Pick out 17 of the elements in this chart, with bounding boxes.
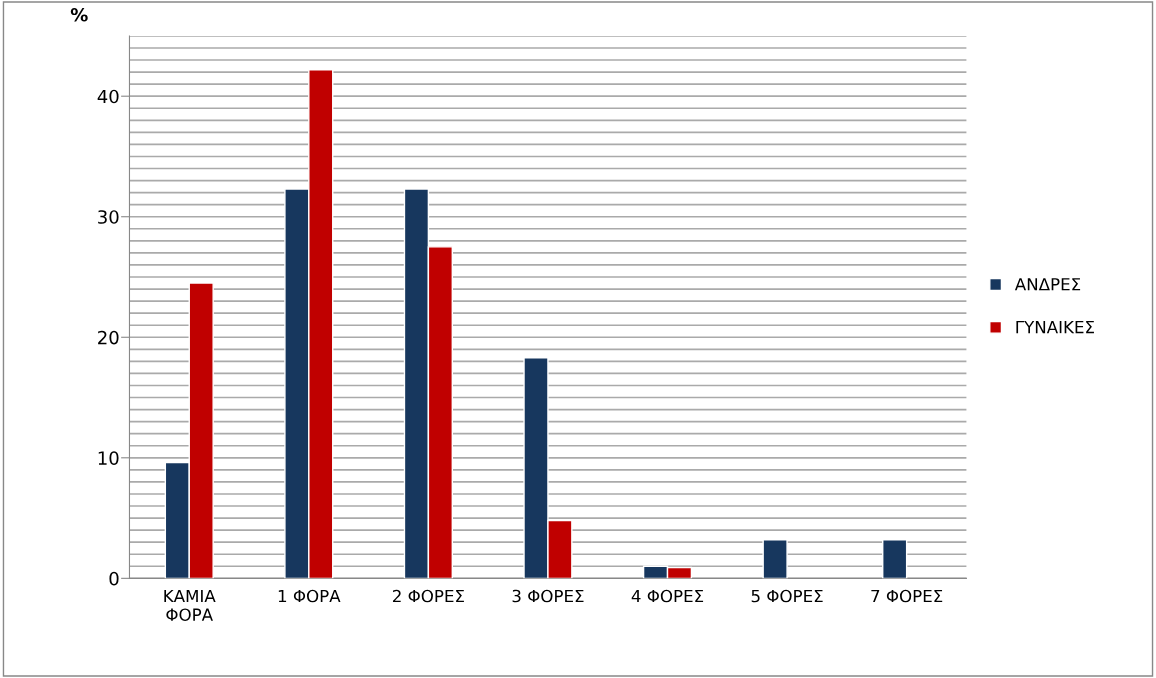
legend-label: ΑΝΔΡΕΣ — [1014, 278, 1081, 291]
y-axis-title: % — [70, 7, 88, 22]
x-tick-label: 3 ΦΟΡΕΣ — [512, 589, 584, 603]
legend-label: ΓΥΝΑΙΚΕΣ — [1016, 320, 1094, 334]
y-tick-label: 0 — [109, 571, 119, 586]
y-tick-label: 30 — [98, 210, 119, 224]
bar — [882, 539, 908, 579]
bar — [762, 539, 788, 579]
x-tick-label: ΚΑΜΙΑ ΦΟΡΑ — [164, 589, 216, 622]
x-tick-label: 4 ΦΟΡΕΣ — [631, 589, 704, 603]
x-tick-label: 2 ΦΟΡΕΣ — [392, 589, 464, 603]
x-tick-label: 1 ΦΟΡΑ — [278, 589, 341, 603]
y-tick-label: 10 — [98, 451, 119, 465]
y-tick-label: 20 — [98, 330, 119, 345]
x-tick-label: 7 ΦΟΡΕΣ — [871, 589, 943, 603]
x-tick-label: 5 ΦΟΡΕΣ — [751, 589, 823, 603]
y-tick-label: 40 — [97, 89, 119, 104]
